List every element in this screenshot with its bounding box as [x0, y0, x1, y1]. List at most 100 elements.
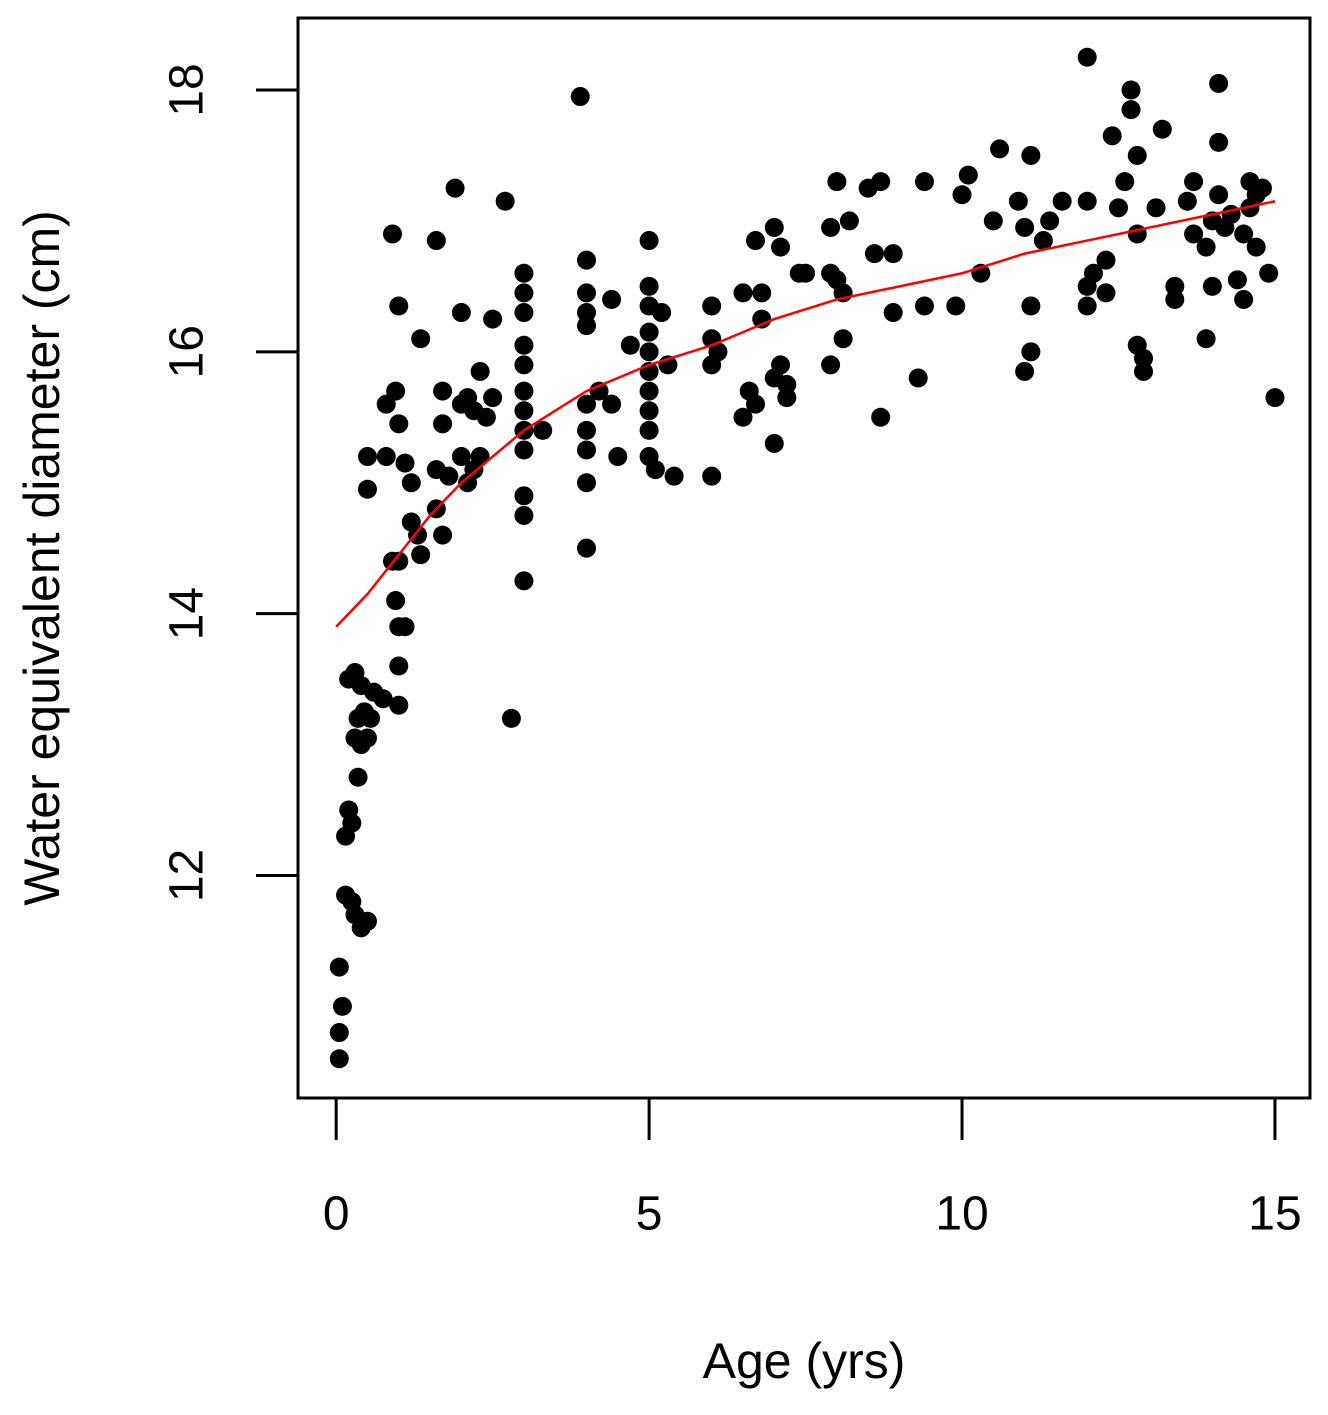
scatter-point	[433, 381, 453, 401]
scatter-point	[733, 407, 753, 427]
scatter-point	[1077, 47, 1097, 67]
scatter-point	[608, 447, 628, 467]
y-tick-label: 12	[161, 849, 214, 902]
scatter-point	[1252, 178, 1272, 198]
scatter-point	[514, 401, 534, 421]
scatter-point	[357, 728, 377, 748]
scatter-point	[1259, 263, 1279, 283]
y-axis-title: Water equivalent diameter (cm)	[14, 210, 70, 906]
scatter-point	[433, 525, 453, 545]
scatter-point	[357, 479, 377, 499]
scatter-point	[1196, 329, 1216, 349]
scatter-point	[1096, 283, 1116, 303]
scatter-point	[771, 237, 791, 257]
scatter-point	[1127, 224, 1147, 244]
scatter-point	[1077, 296, 1097, 316]
scatter-point	[329, 957, 349, 977]
scatter-point	[577, 440, 597, 460]
scatter-point	[570, 87, 590, 107]
scatter-point	[752, 309, 772, 329]
scatter-point	[433, 414, 453, 434]
scatter-point	[764, 217, 784, 237]
scatter-point	[946, 296, 966, 316]
scatter-point	[514, 381, 534, 401]
scatter-point	[1234, 289, 1254, 309]
scatter-point	[495, 191, 515, 211]
scatter-point	[708, 342, 728, 362]
scatter-point	[514, 571, 534, 591]
scatter-point	[1021, 296, 1041, 316]
scatter-point	[883, 244, 903, 264]
scatter-point	[602, 289, 622, 309]
scatter-point	[745, 394, 765, 414]
scatter-point	[639, 276, 659, 296]
scatter-point	[914, 296, 934, 316]
scatter-point	[777, 375, 797, 395]
scatter-point	[386, 381, 406, 401]
scatter-point	[752, 283, 772, 303]
scatter-point	[639, 401, 659, 421]
scatter-point	[777, 388, 797, 408]
scatter-point	[411, 329, 431, 349]
scatter-point	[1083, 263, 1103, 283]
y-tick-label: 14	[161, 587, 214, 640]
scatter-point	[908, 368, 928, 388]
scatter-point	[702, 296, 722, 316]
scatter-point	[501, 708, 521, 728]
x-axis-title: Age (yrs)	[703, 1333, 906, 1389]
scatter-point	[1177, 191, 1197, 211]
scatter-point	[386, 591, 406, 611]
scatter-point	[514, 486, 534, 506]
scatter-point	[411, 545, 431, 565]
scatter-point	[1134, 361, 1154, 381]
scatter-point	[871, 407, 891, 427]
scatter-point	[764, 433, 784, 453]
scatter-point	[1234, 224, 1254, 244]
scatter-point	[577, 283, 597, 303]
scatter-point	[514, 263, 534, 283]
scatter-point	[389, 296, 409, 316]
scatter-point	[827, 172, 847, 192]
scatter-point	[639, 381, 659, 401]
scatter-point	[1040, 211, 1060, 231]
scatter-point	[1121, 100, 1141, 120]
scatter-point	[1165, 289, 1185, 309]
scatter-point	[652, 303, 672, 323]
scatter-point	[639, 322, 659, 342]
scatter-point	[871, 172, 891, 192]
scatter-point	[1209, 132, 1229, 152]
scatter-point	[514, 303, 534, 323]
y-tick-label: 16	[161, 325, 214, 378]
scatter-point	[329, 1049, 349, 1069]
scatter-point	[376, 394, 396, 414]
scatter-point	[577, 394, 597, 414]
scatter-point	[451, 303, 471, 323]
scatter-point	[470, 361, 490, 381]
scatter-point	[577, 473, 597, 493]
scatter-point	[733, 283, 753, 303]
scatter-point	[839, 211, 859, 231]
scatter-point	[1077, 191, 1097, 211]
scatter-point	[514, 505, 534, 525]
scatter-point	[952, 185, 972, 205]
scatter-point	[645, 460, 665, 480]
scatter-point	[389, 551, 409, 571]
scatter-point	[1146, 198, 1166, 218]
scatter-point	[620, 335, 640, 355]
scatter-point	[1127, 145, 1147, 165]
scatter-point	[796, 263, 816, 283]
scatter-point	[983, 211, 1003, 231]
scatter-point	[883, 303, 903, 323]
scatter-point	[451, 447, 471, 467]
x-tick-label: 0	[323, 1188, 350, 1241]
scatter-point	[401, 473, 421, 493]
scatter-point	[577, 538, 597, 558]
scatter-point	[639, 342, 659, 362]
scatter-point	[395, 617, 415, 637]
scatter-point	[1115, 172, 1135, 192]
scatter-point	[833, 329, 853, 349]
scatter-point	[329, 1023, 349, 1043]
scatter-point	[514, 283, 534, 303]
scatter-point	[1196, 237, 1216, 257]
y-tick-label: 18	[161, 63, 214, 116]
